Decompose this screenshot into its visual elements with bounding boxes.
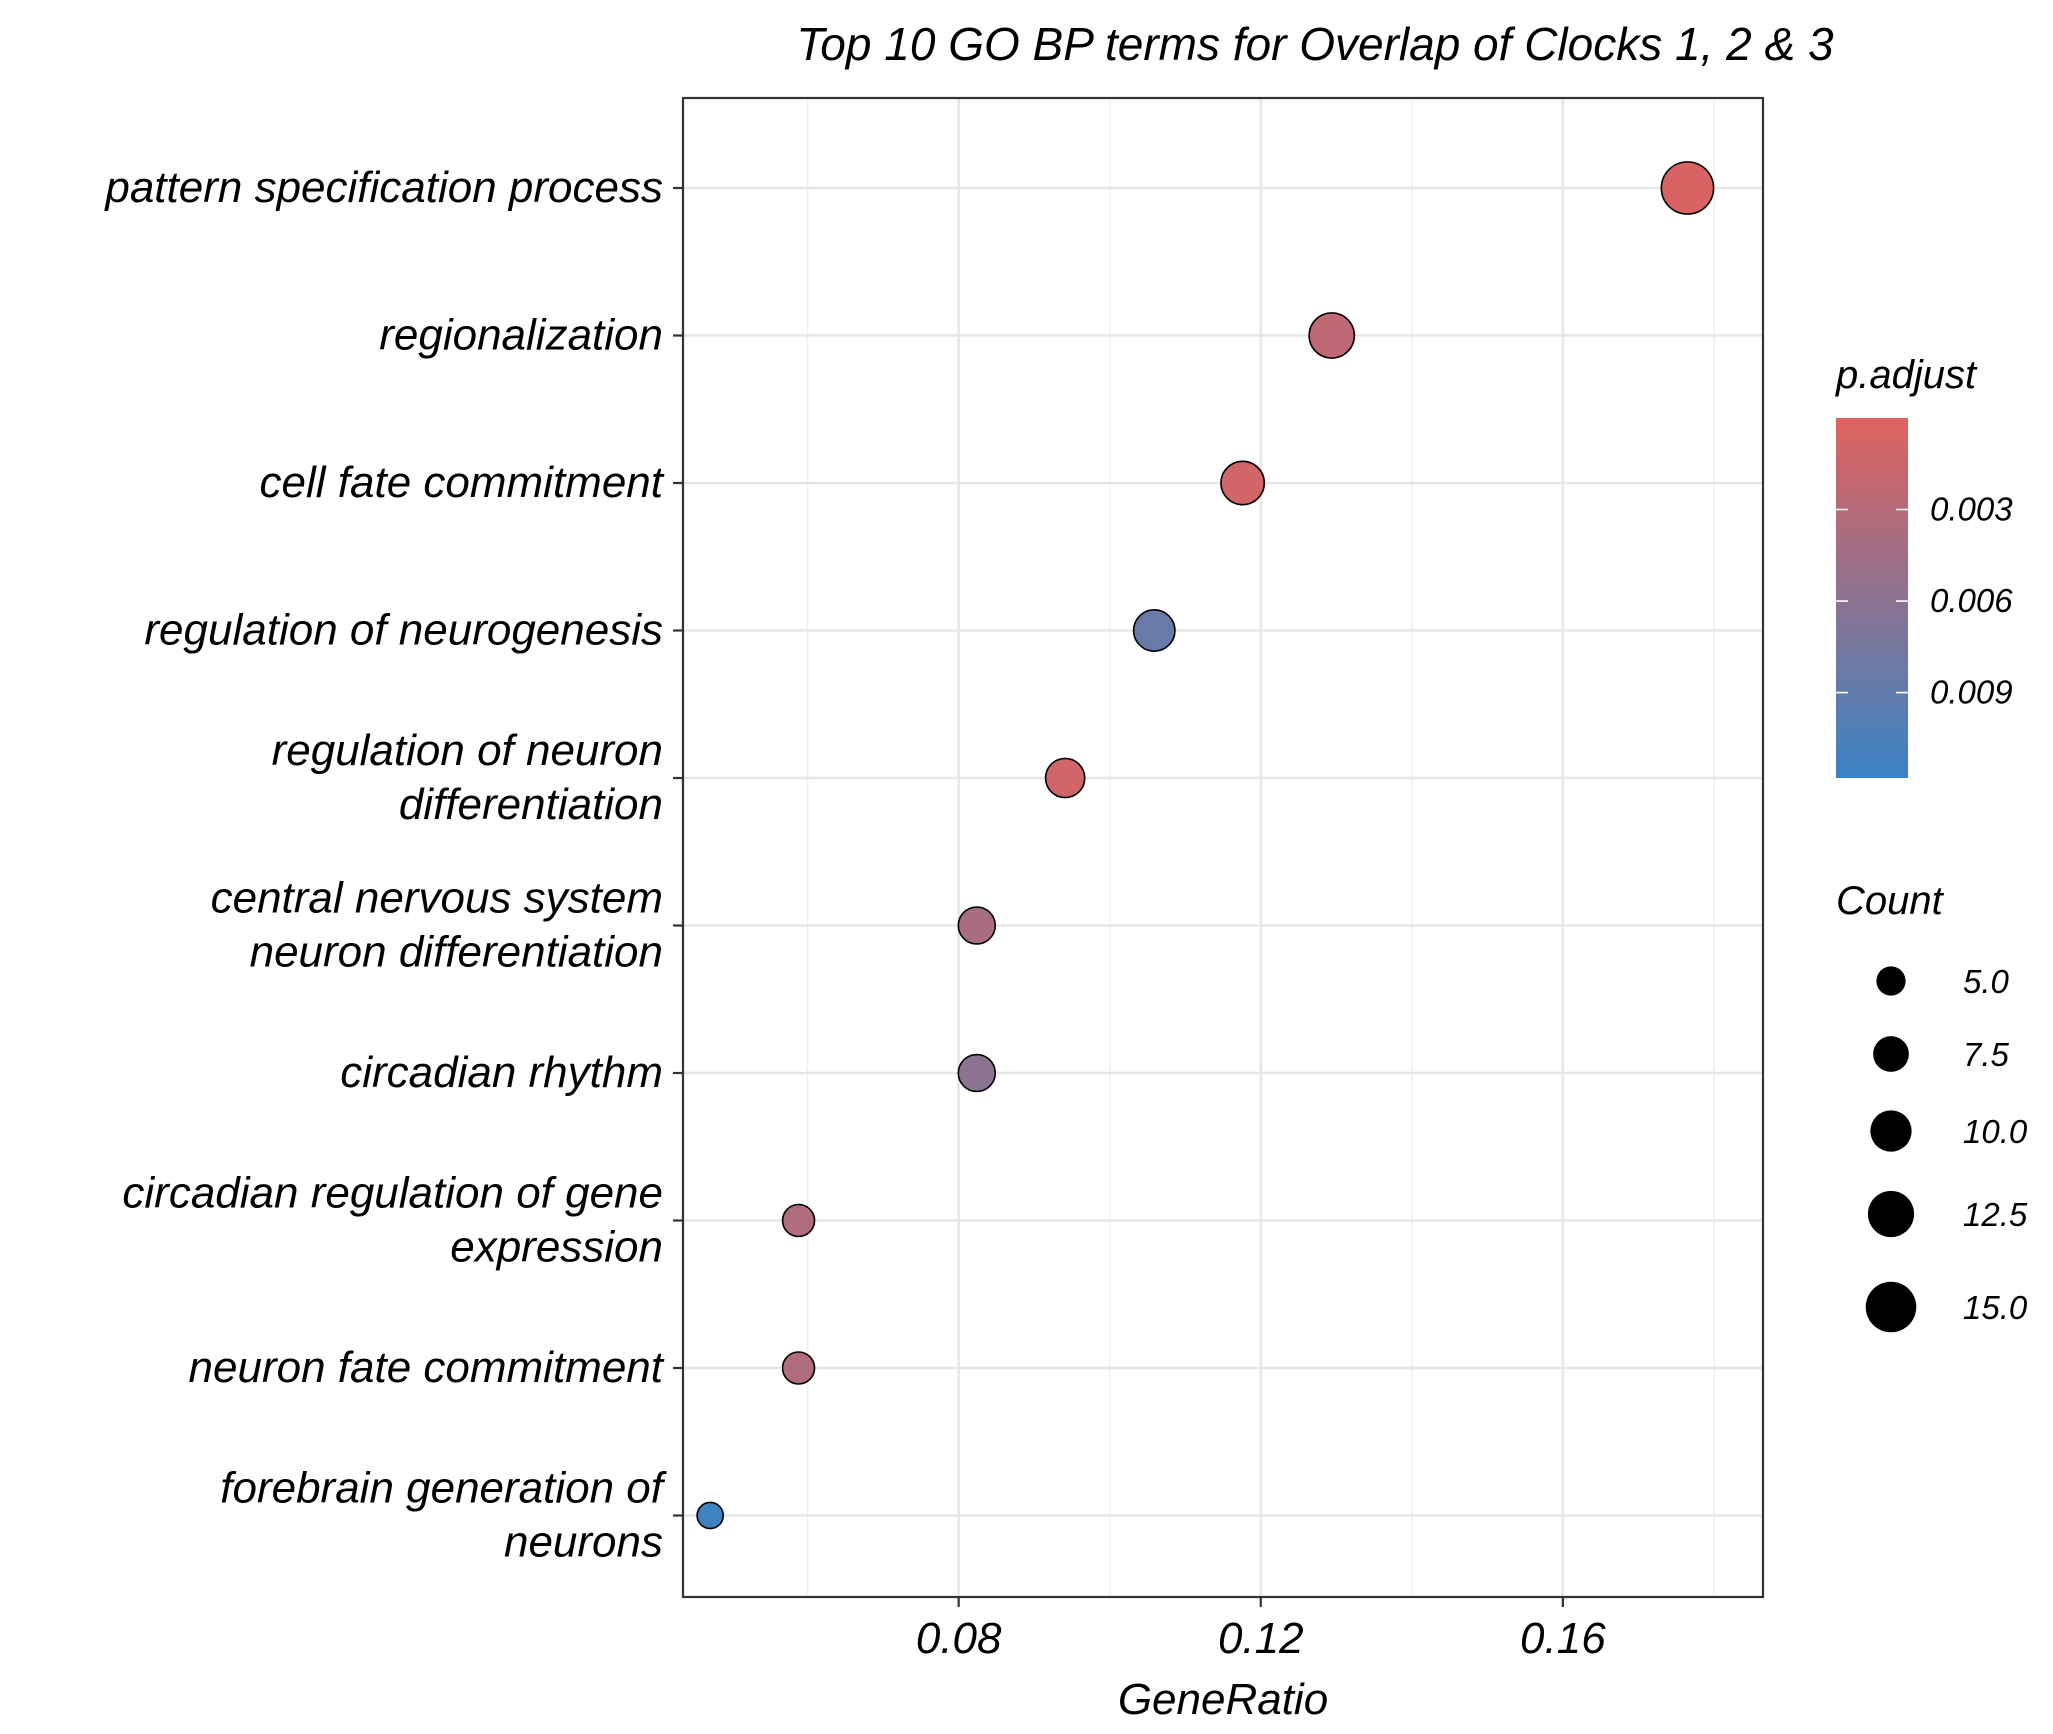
data-points <box>696 161 1715 1530</box>
panel-background <box>683 98 1763 1597</box>
plot-panel <box>681 96 1765 1599</box>
y-tick-label: forebrain generation of <box>220 1464 668 1513</box>
y-tick-label: neuron differentiation <box>250 928 663 977</box>
size-legend-key <box>1867 1190 1915 1238</box>
y-tick-label: expression <box>450 1223 663 1272</box>
data-point <box>1132 609 1176 652</box>
color-legend-title: p.adjust <box>1835 353 1978 397</box>
data-point <box>781 1351 816 1385</box>
size-legend-label: 15.0 <box>1963 1289 2028 1326</box>
y-tick-label: differentiation <box>399 780 663 829</box>
data-point <box>1660 161 1715 215</box>
data-point <box>781 1203 816 1238</box>
size-legend: Count 5.0 7.5 10.0 12.5 15.0 <box>1836 879 2028 1333</box>
size-legend-keys: 5.0 7.5 10.0 12.5 15.0 <box>1865 963 2028 1333</box>
data-point <box>1308 312 1356 359</box>
minor-gridlines <box>806 98 1715 1597</box>
y-tick-label: neurons <box>504 1518 663 1567</box>
y-tick-label: central nervous system <box>211 874 663 923</box>
chart-title: Top 10 GO BP terms for Overlap of Clocks… <box>796 18 1834 70</box>
size-legend-label: 10.0 <box>1963 1113 2028 1150</box>
size-legend-key <box>1873 1036 1909 1072</box>
y-tick-label: cell fate commitment <box>260 458 665 507</box>
x-axis: 0.08 0.12 0.16 <box>916 1597 1606 1663</box>
color-legend-tick-label: 0.003 <box>1930 491 2013 528</box>
y-tick-label: circadian rhythm <box>340 1048 663 1097</box>
y-tick-label: regulation of neuron <box>272 726 663 775</box>
y-tick-label: neuron fate commitment <box>189 1343 665 1392</box>
size-legend-label: 5.0 <box>1963 963 2010 1000</box>
color-legend: p.adjust 0.003 0.006 0.009 <box>1835 353 2013 778</box>
data-point <box>1220 460 1266 506</box>
x-axis-title: GeneRatio <box>1118 1675 1328 1724</box>
y-tick-label: circadian regulation of gene <box>122 1169 663 1218</box>
y-tick-label: regulation of neurogenesis <box>144 606 663 655</box>
size-legend-label: 7.5 <box>1963 1036 2010 1073</box>
size-legend-title: Count <box>1836 879 1945 923</box>
size-legend-key <box>1870 1110 1912 1152</box>
size-legend-label: 12.5 <box>1963 1196 2028 1233</box>
x-tick-label: 0.08 <box>916 1614 1002 1663</box>
data-point <box>957 1053 997 1093</box>
size-legend-key <box>1865 1281 1917 1333</box>
size-legend-key <box>1876 966 1906 996</box>
major-gridlines <box>683 98 1763 1597</box>
panel-border <box>681 96 1765 1599</box>
color-legend-ticks: 0.003 0.006 0.009 <box>1836 491 2013 711</box>
y-tick-label: regionalization <box>379 311 663 360</box>
color-legend-bar <box>1836 418 1908 778</box>
x-tick-label: 0.12 <box>1218 1614 1304 1663</box>
y-tick-label: pattern specification process <box>103 163 663 212</box>
y-axis: pattern specification process regionaliza… <box>103 163 683 1567</box>
data-point <box>1044 757 1086 799</box>
data-point <box>957 906 997 945</box>
color-legend-tick-label: 0.006 <box>1930 582 2013 619</box>
x-tick-label: 0.16 <box>1520 1614 1606 1663</box>
color-legend-tick-label: 0.009 <box>1930 674 2013 711</box>
data-point <box>696 1501 725 1530</box>
